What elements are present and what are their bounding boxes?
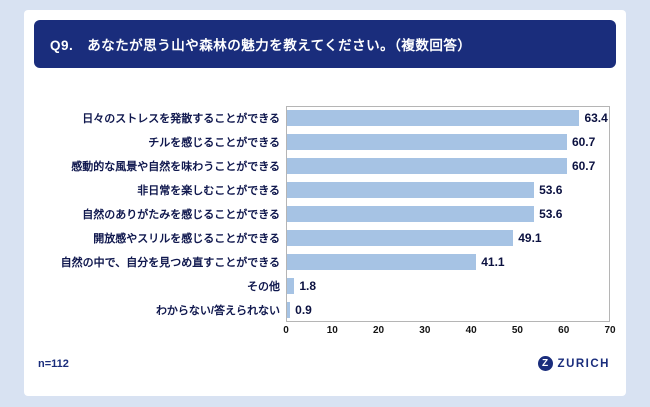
x-tick-label: 30 xyxy=(419,325,431,336)
chart-rows: 日々のストレスを発散することができる 63.4 チルを感じることができる 60.7 感動… xyxy=(36,106,610,322)
axis-spacer xyxy=(36,322,286,340)
bar xyxy=(286,158,567,174)
category-label: 自然のありがたみを感じることができる xyxy=(82,209,280,221)
bar xyxy=(286,110,580,126)
x-tick-label: 10 xyxy=(326,325,338,336)
sample-size-label: n=112 xyxy=(38,357,69,370)
bar-track: 1.8 xyxy=(286,274,610,298)
value-label: 41.1 xyxy=(481,255,505,269)
zurich-logo-icon: Z xyxy=(537,356,553,371)
bar-track: 41.1 xyxy=(286,250,610,274)
category-label: その他 xyxy=(247,281,280,293)
value-label: 60.7 xyxy=(571,135,596,149)
category-label: 日々のストレスを発散することができる xyxy=(82,113,280,125)
bar xyxy=(286,206,535,222)
chart-row: 非日常を楽しむことができる 53.6 xyxy=(36,178,610,202)
value-label: 53.6 xyxy=(539,183,563,197)
value-label: 53.6 xyxy=(539,207,563,221)
chart-row: わからない/答えられない 0.9 xyxy=(36,298,610,322)
chart-row: その他 1.8 xyxy=(36,274,610,298)
value-label: 1.8 xyxy=(299,279,317,293)
bar xyxy=(286,182,535,198)
category-label: 感動的な風景や自然を味わうことができる xyxy=(71,161,280,173)
plot-area: 日々のストレスを発散することができる 63.4 チルを感じることができる 60.7 感動… xyxy=(36,106,610,322)
category-label: チルを感じることができる xyxy=(148,137,280,149)
category-label: 非日常を楽しむことができる xyxy=(137,185,280,197)
chart-row: チルを感じることができる 60.7 xyxy=(36,130,610,154)
bar-track: 53.6 xyxy=(286,178,610,202)
chart-row: 開放感やスリルを感じることができる 49.1 xyxy=(36,226,610,250)
question-title: Q9. あなたが思う山や森林の魅力を教えてください。（複数回答） xyxy=(50,38,472,53)
bar xyxy=(286,278,295,294)
zurich-wordmark: ZURICH xyxy=(557,357,610,370)
question-header: Q9. あなたが思う山や森林の魅力を教えてください。（複数回答） xyxy=(34,20,616,68)
x-axis-ticks: 0 10 20 30 40 50 60 70 xyxy=(283,322,615,340)
chart-row: 自然の中で、自分を見つめ直すことができる 41.1 xyxy=(36,250,610,274)
bar xyxy=(286,230,514,246)
x-tick-label: 40 xyxy=(465,325,477,336)
value-label: 49.1 xyxy=(518,231,542,245)
card-footer: n=112 Z ZURICH xyxy=(34,356,616,371)
x-tick-label: 20 xyxy=(373,325,385,336)
x-tick-label: 60 xyxy=(558,325,570,336)
category-label: わからない/答えられない xyxy=(155,305,280,317)
bar-track: 60.7 xyxy=(286,154,610,178)
value-label: 63.4 xyxy=(584,111,608,125)
survey-card: Q9. あなたが思う山や森林の魅力を教えてください。（複数回答） 日々のストレス… xyxy=(24,10,626,396)
x-tick-label: 0 xyxy=(283,325,289,336)
bar-track: 0.9 xyxy=(286,298,610,322)
bar-chart: 日々のストレスを発散することができる 63.4 チルを感じることができる 60.7 感動… xyxy=(34,106,616,340)
chart-row: 感動的な風景や自然を味わうことができる 60.7 xyxy=(36,154,610,178)
zurich-logo: Z ZURICH xyxy=(537,356,610,371)
chart-row: 日々のストレスを発散することができる 63.4 xyxy=(36,106,610,130)
x-tick-label: 70 xyxy=(604,325,616,336)
x-tick-label: 50 xyxy=(511,325,523,336)
bar-track: 53.6 xyxy=(286,202,610,226)
category-label: 開放感やスリルを感じることができる xyxy=(93,233,280,245)
chart-row: 自然のありがたみを感じることができる 53.6 xyxy=(36,202,610,226)
bar xyxy=(286,302,291,318)
bar xyxy=(286,254,477,270)
category-label: 自然の中で、自分を見つめ直すことができる xyxy=(60,257,280,269)
bar-track: 63.4 xyxy=(286,106,610,130)
bar-track: 49.1 xyxy=(286,226,610,250)
value-label: 60.7 xyxy=(571,159,596,173)
bar xyxy=(286,134,567,150)
value-label: 0.9 xyxy=(295,303,312,317)
bar-track: 60.7 xyxy=(286,130,610,154)
x-axis: 0 10 20 30 40 50 60 70 xyxy=(36,322,615,340)
